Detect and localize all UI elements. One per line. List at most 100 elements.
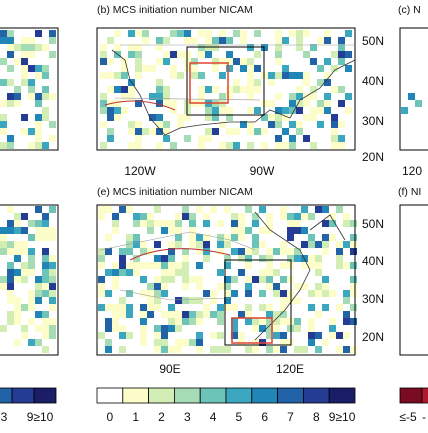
cell — [182, 311, 189, 318]
cell — [182, 255, 189, 262]
cell — [280, 304, 287, 311]
cell — [266, 311, 273, 318]
cell — [275, 44, 282, 51]
cell — [168, 262, 175, 269]
cell — [324, 93, 331, 100]
cell — [14, 227, 21, 234]
cell — [42, 332, 49, 339]
colorbar-box — [399, 387, 423, 404]
cell — [322, 276, 329, 283]
cell — [303, 30, 310, 37]
cell — [49, 93, 56, 100]
cell — [196, 206, 203, 213]
cell — [259, 255, 266, 262]
cell — [105, 339, 112, 346]
cell — [350, 241, 357, 248]
cell — [135, 135, 142, 142]
cell — [161, 311, 168, 318]
cell — [14, 44, 21, 51]
colorbar-box — [225, 387, 253, 404]
cell — [161, 346, 168, 353]
cell — [112, 318, 119, 325]
cell — [49, 290, 56, 297]
cell — [343, 290, 350, 297]
cell — [161, 283, 168, 290]
cell — [42, 255, 49, 262]
cell — [254, 65, 261, 72]
cell — [98, 283, 105, 290]
cell — [350, 234, 357, 241]
cell — [289, 135, 296, 142]
cell — [42, 262, 49, 269]
colorbar-label: 3 — [1, 410, 8, 424]
cell — [42, 114, 49, 121]
cell — [338, 86, 345, 93]
cell — [21, 276, 28, 283]
cell — [198, 30, 205, 37]
colorbar-label: 4 — [210, 410, 217, 424]
cell — [247, 86, 254, 93]
cell — [126, 304, 133, 311]
cell — [287, 213, 294, 220]
cell — [156, 86, 163, 93]
cell — [238, 234, 245, 241]
cell — [266, 262, 273, 269]
cell — [147, 297, 154, 304]
cell — [266, 269, 273, 276]
cell — [219, 93, 226, 100]
cell — [42, 325, 49, 332]
cell — [217, 241, 224, 248]
cell — [170, 100, 177, 107]
cell — [112, 269, 119, 276]
map-frame — [0, 204, 59, 356]
cell — [21, 114, 28, 121]
cell — [28, 79, 35, 86]
cell — [259, 318, 266, 325]
cell — [107, 107, 114, 114]
cell — [245, 255, 252, 262]
cell — [156, 128, 163, 135]
cell — [28, 220, 35, 227]
cell — [196, 241, 203, 248]
cell — [224, 262, 231, 269]
cell — [317, 100, 324, 107]
cell — [224, 297, 231, 304]
cell — [254, 128, 261, 135]
cell — [161, 220, 168, 227]
cell — [28, 128, 35, 135]
cell — [245, 262, 252, 269]
cell — [189, 297, 196, 304]
colorbar-label: 9≥10 — [27, 410, 54, 424]
cell — [289, 100, 296, 107]
cell — [273, 248, 280, 255]
cell — [126, 311, 133, 318]
cell — [189, 220, 196, 227]
cell — [226, 107, 233, 114]
cell — [49, 318, 56, 325]
cell — [184, 135, 191, 142]
cell — [289, 93, 296, 100]
cell — [308, 213, 315, 220]
lat-label: 30N — [362, 114, 384, 128]
cell — [338, 121, 345, 128]
cell — [224, 283, 231, 290]
cell — [210, 311, 217, 318]
cell — [35, 121, 42, 128]
cell — [324, 100, 331, 107]
cell — [275, 107, 282, 114]
cell — [252, 220, 259, 227]
cell — [35, 220, 42, 227]
cell — [287, 220, 294, 227]
cell — [49, 206, 56, 213]
cell — [154, 290, 161, 297]
cell — [350, 318, 357, 325]
cell — [107, 114, 114, 121]
cell — [119, 269, 126, 276]
cell — [14, 93, 21, 100]
cell — [182, 297, 189, 304]
cell — [315, 283, 322, 290]
cell — [280, 339, 287, 346]
cell — [259, 276, 266, 283]
cell — [128, 51, 135, 58]
cell — [42, 107, 49, 114]
